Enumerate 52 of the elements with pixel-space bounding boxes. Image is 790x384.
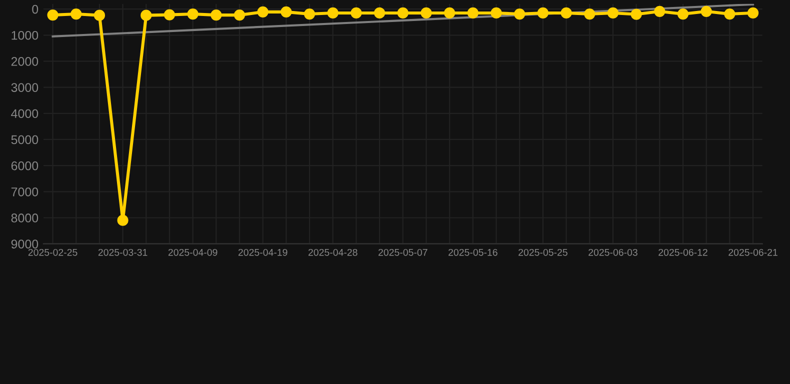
point [724,8,736,20]
point [210,10,222,21]
y-tick-label: 6000 [11,161,38,170]
point [700,6,712,17]
point [467,7,478,19]
x-tick-label: 2025-06-21 [728,248,778,256]
point [350,7,362,19]
point [630,8,642,20]
point [560,7,572,19]
y-tick-label: 3000 [11,83,38,92]
x-tick-label: 2025-02-25 [28,248,78,256]
x-tick-label: 2025-05-07 [378,248,428,256]
x-tick-label: 2025-04-19 [238,248,288,256]
y-tick-label: 1000 [12,30,38,40]
y-tick-label: 7000 [11,187,38,196]
point [117,214,128,226]
y-tick-label: 4000 [11,109,38,118]
point [140,10,152,21]
point [747,7,759,19]
point [537,7,548,19]
y-tick-label: 2000 [11,57,38,66]
point [187,8,198,20]
y-tick-label: 8000 [11,214,38,222]
y-tick-label: 5000 [11,135,38,144]
point [490,7,502,19]
x-tick-label: 2025-03-31 [98,248,148,256]
x-tick-label: 2025-04-28 [308,248,358,256]
x-tick-label: 2025-05-16 [448,248,498,256]
point [677,8,689,20]
x-tick-label: 2025-04-09 [168,248,218,256]
point [374,7,386,19]
x-tick-label: 2025-06-12 [658,248,708,256]
point [397,7,408,19]
point [94,10,106,21]
point [304,8,316,20]
point [654,6,666,17]
point [420,7,432,19]
point [280,6,292,18]
point [164,9,176,20]
point [257,6,268,18]
point [47,10,58,21]
point [70,8,82,20]
x-tick-label: 2025-06-03 [588,248,638,256]
point [607,7,619,19]
point [444,7,456,19]
point [327,7,338,19]
point [584,8,596,20]
x-tick-label: 2025-05-25 [518,248,568,256]
point [234,10,246,21]
y-tick-label: 9000 [11,240,38,248]
point [514,8,526,20]
y-tick-label: 0 [32,4,38,14]
